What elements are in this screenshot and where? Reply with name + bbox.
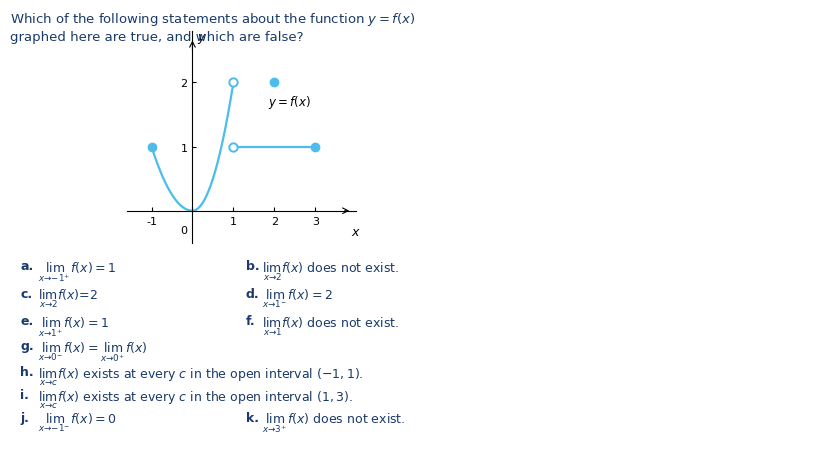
Text: $\lim_{x\to 3^+} f(x)$ does not exist.: $\lim_{x\to 3^+} f(x)$ does not exist. (262, 411, 405, 435)
Text: f.: f. (246, 314, 256, 327)
Text: $\lim_{x\to 1^-} f(x) = 2$: $\lim_{x\to 1^-} f(x) = 2$ (262, 287, 333, 309)
Text: c.: c. (20, 287, 33, 300)
Text: $\lim_{x\to 1} f(x)$ does not exist.: $\lim_{x\to 1} f(x)$ does not exist. (262, 314, 400, 337)
Text: d.: d. (246, 287, 260, 300)
Text: i.: i. (20, 388, 29, 401)
Text: k.: k. (246, 411, 259, 424)
Text: $\lim_{x\to -1^-} f(x) = 0$: $\lim_{x\to -1^-} f(x) = 0$ (38, 411, 117, 433)
Text: e.: e. (20, 314, 34, 327)
Text: g.: g. (20, 340, 34, 353)
Text: h.: h. (20, 365, 34, 378)
Text: $y$: $y$ (197, 32, 207, 46)
Text: Which of the following statements about the function $y = f(x)$
graphed here are: Which of the following statements about … (10, 11, 415, 44)
Text: j.: j. (20, 411, 29, 424)
Text: $\lim_{x\to 2} f(x) = 2$: $\lim_{x\to 2} f(x) = 2$ (38, 287, 98, 309)
Text: $\lim_{x\to 2} f(x)$ does not exist.: $\lim_{x\to 2} f(x)$ does not exist. (262, 259, 400, 282)
Text: $\lim_{x\to 1^+} f(x) = 1$: $\lim_{x\to 1^+} f(x) = 1$ (38, 314, 109, 338)
Text: $\lim_{x\to c} f(x)$ exists at every $c$ in the open interval $(1, 3)$.: $\lim_{x\to c} f(x)$ exists at every $c$… (38, 388, 354, 410)
Text: 0: 0 (180, 225, 188, 235)
Text: a.: a. (20, 259, 34, 272)
Text: $x$: $x$ (351, 225, 361, 238)
Text: $y = f(x)$: $y = f(x)$ (269, 94, 311, 111)
Text: $\lim_{x\to -1^+} f(x) = 1$: $\lim_{x\to -1^+} f(x) = 1$ (38, 259, 116, 283)
Text: $\lim_{x\to c} f(x)$ exists at every $c$ in the open interval $(-1, 1)$.: $\lim_{x\to c} f(x)$ exists at every $c$… (38, 365, 364, 387)
Text: $\lim_{x\to 0^-} f(x) = \lim_{x\to 0^+} f(x)$: $\lim_{x\to 0^-} f(x) = \lim_{x\to 0^+} … (38, 340, 148, 364)
Text: b.: b. (246, 259, 260, 272)
